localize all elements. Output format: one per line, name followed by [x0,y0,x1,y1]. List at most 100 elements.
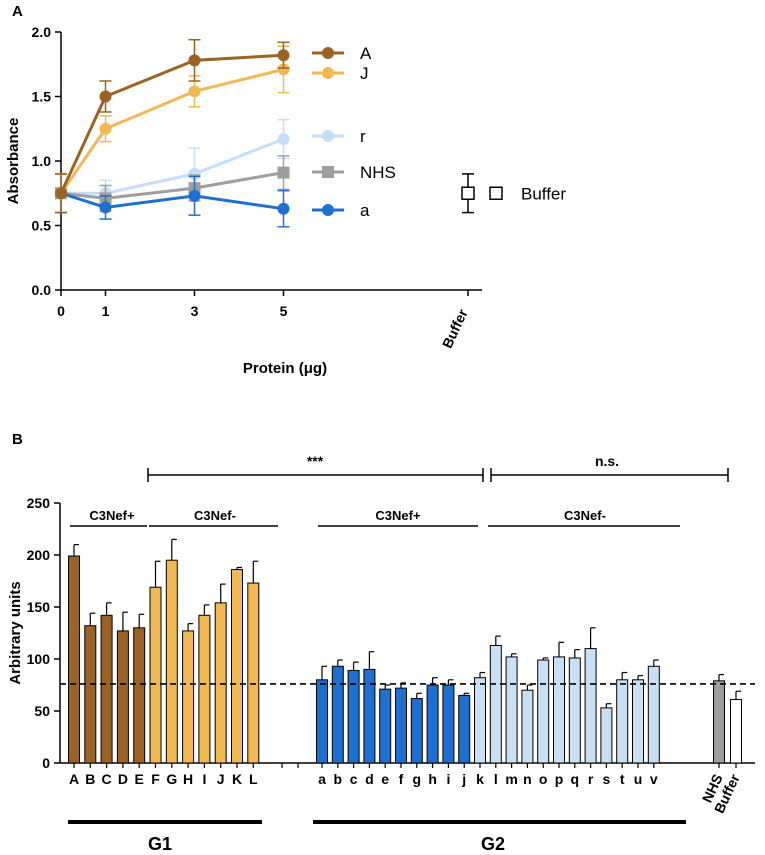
x-tick-label-g: g [413,771,422,787]
data-point-J [99,122,112,135]
bar-group-m: m [505,653,518,787]
bar-group-s: s [600,703,613,787]
x-tick-label-k: k [476,771,484,787]
x-tick-label-b: b [334,771,343,787]
legend-label-a: a [360,201,370,220]
bar-i [442,684,455,764]
x-tick-label-E: E [135,771,144,787]
bar-k [474,677,486,764]
legend-label-A: A [360,44,372,63]
data-point-a [99,201,112,214]
series-line-A [59,53,284,194]
x-tick-label-F: F [151,771,160,787]
x-tick-label-a: 1 [102,303,110,319]
significance-label: *** [307,453,324,469]
x-tick-label-e: e [381,771,389,787]
bar-n [521,689,534,764]
bar-NHS [713,680,725,764]
y-axis-label-b: Arbitrary units [7,581,24,684]
y-tick-label-a: 2.0 [32,24,52,40]
legend-marker [322,166,334,178]
bar-group-n: n [521,684,534,787]
series-line-J [59,67,284,195]
bar-group-h: h [426,677,439,787]
bar-group-A: A [68,543,80,787]
bar-D [116,630,129,764]
bar-a [316,679,328,764]
bar-b [331,665,344,764]
bar-group-J: J [214,583,227,787]
bar-group-L: L [247,560,260,787]
bar-group-C: C [100,602,113,787]
bar-group-B: B [84,612,97,787]
x-tick-label-J: J [217,771,225,787]
panel-label-b: B [12,431,23,448]
y-tick-label-b: 150 [27,599,51,615]
y-tick-label-b: 0 [42,755,50,771]
bar-o [537,659,550,764]
x-tick-label-a: 5 [280,303,288,319]
data-point-a [188,189,201,202]
x-tick-label-a: 3 [191,303,199,319]
x-tick-label-c: c [350,771,358,787]
bar-group-f: f [395,682,407,787]
bar-s [600,707,613,764]
legend-marker [322,204,334,216]
x-tick-label-i: i [446,771,450,787]
x-tick-label-q: q [571,771,580,787]
data-point-a [277,202,290,215]
bar-J [214,602,227,764]
bar-group-t: t [616,671,629,787]
bar-L [247,582,260,764]
bar-m [505,656,518,764]
x-tick-label-d: d [365,771,374,787]
bar-q [568,657,581,764]
buffer-point [461,186,475,200]
bar-group-p: p [553,641,565,787]
x-tick-label-h: h [428,771,437,787]
bar-l [489,644,502,764]
x-tick-label-K: K [232,771,242,787]
legend-label-NHS: NHS [360,163,396,182]
y-tick-label-b: 100 [27,651,51,667]
subgroup-label-G1: C3Nef- [194,508,236,523]
bar-group-a: a [316,665,328,787]
bar-group-i: i [442,679,455,787]
series-line-NHS [60,171,284,200]
bar-group-j: j [458,692,471,787]
x-tick-label-t: t [620,771,625,787]
data-point-A [188,54,201,67]
x-tick-label-a: a [318,771,326,787]
y-tick-label-a: 1.0 [32,153,52,169]
x-tick-label-I: I [202,771,206,787]
x-tick-label-D: D [118,771,128,787]
subgroup-label-G1: C3Nef+ [89,508,135,523]
series-line-a [60,191,284,211]
bar-group-b: b [331,659,344,787]
bar-group-H: H [182,623,195,787]
series-A [55,38,290,214]
bar-group-k: k [474,671,486,787]
bar-F [149,586,162,764]
x-tick-label-j: j [461,771,466,787]
data-point-A [99,90,112,103]
y-tick-label-a: 1.5 [32,89,52,105]
bar-H [182,630,195,764]
bar-group-v: v [647,659,660,787]
x-axis-label-a: Protein (μg) [243,360,327,377]
group-label-G2: G2 [481,834,505,854]
bar-group-e: e [379,684,392,787]
x-tick-label-n: n [523,771,532,787]
legend-marker [322,130,334,142]
bar-v [647,665,660,764]
legend-label-buffer: Buffer [521,184,566,203]
bar-B [84,625,97,764]
bar-e [379,688,392,764]
x-tick-label-u: u [634,771,643,787]
legend-item-J: J [312,64,369,83]
legend-item-NHS: NHS [312,163,396,182]
bar-p [553,656,565,764]
x-tick-label-m: m [505,771,517,787]
legend-label-r: r [360,127,366,146]
